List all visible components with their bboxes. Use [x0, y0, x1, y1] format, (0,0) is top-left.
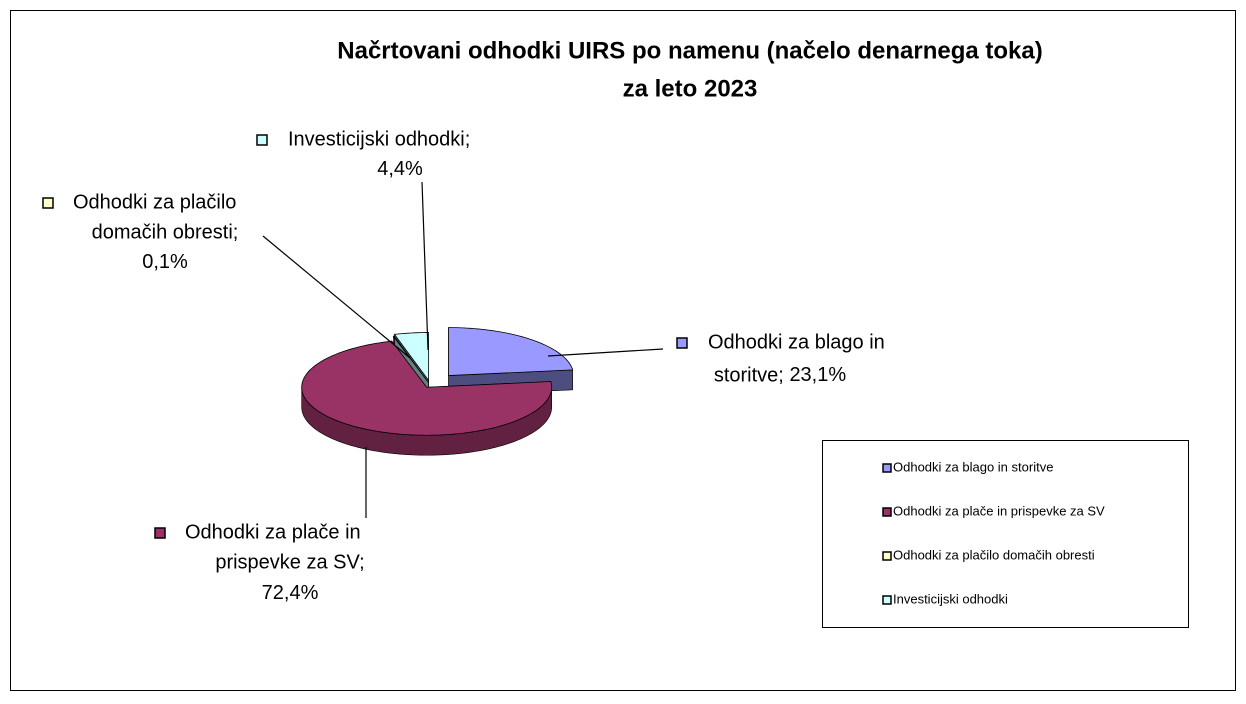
data-label-value: 4,4%	[377, 158, 423, 180]
data-label-line: storitve; 23,1%	[714, 364, 847, 386]
data-label-line: prispevke za SV;	[215, 551, 364, 573]
data-label-line: 0,1%	[142, 251, 188, 273]
data-label: Investicijski odhodki; 4,4%	[288, 128, 470, 180]
data-label-line: Odhodki za plačilo	[73, 191, 236, 213]
pie-slice	[448, 327, 574, 376]
data-label-line: Odhodki za blago in	[708, 331, 885, 353]
data-label-line: Investicijski odhodki;	[288, 128, 470, 150]
label-swatch	[676, 337, 688, 349]
leader-line	[421, 181, 429, 351]
data-label: Odhodki za plačilo domačih obresti; 0,1%	[73, 191, 238, 273]
data-label-line: Odhodki za plače in	[185, 521, 361, 543]
data-label-line: 4,4%	[377, 158, 423, 180]
data-label: Odhodki za blago in storitve; 23,1%	[708, 331, 885, 386]
legend-swatch	[882, 507, 892, 517]
legend-swatch	[882, 463, 892, 473]
data-label-value: 72,4%	[262, 582, 319, 604]
legend-swatch	[882, 595, 892, 605]
legend-label: Odhodki za plačilo domačih obresti	[893, 547, 1095, 562]
leader-line	[547, 348, 664, 357]
legend-label: Odhodki za plače in prispevke za SV	[893, 503, 1105, 518]
pie-slice	[301, 340, 553, 436]
legend-label: Investicijski odhodki	[893, 591, 1008, 606]
legend-swatch	[882, 551, 892, 561]
data-label-line: domačih obresti;	[92, 221, 239, 243]
pie-slice	[392, 335, 429, 383]
data-label: Odhodki za plače in prispevke za SV; 72,4%	[185, 521, 365, 604]
label-swatch	[256, 134, 268, 146]
legend-label: Odhodki za blago in storitve	[893, 459, 1053, 474]
data-label-value: 23,1%	[789, 364, 846, 386]
chart-title: Načrtovani odhodki UIRS po namenu (načel…	[337, 37, 1042, 64]
pie-slice	[393, 332, 430, 382]
leader-line	[262, 235, 411, 359]
data-label-line: 72,4%	[262, 582, 319, 604]
label-swatch	[42, 197, 54, 209]
data-label-value: 0,1%	[142, 251, 188, 273]
label-swatch	[154, 527, 166, 539]
chart-title: za leto 2023	[623, 75, 758, 102]
